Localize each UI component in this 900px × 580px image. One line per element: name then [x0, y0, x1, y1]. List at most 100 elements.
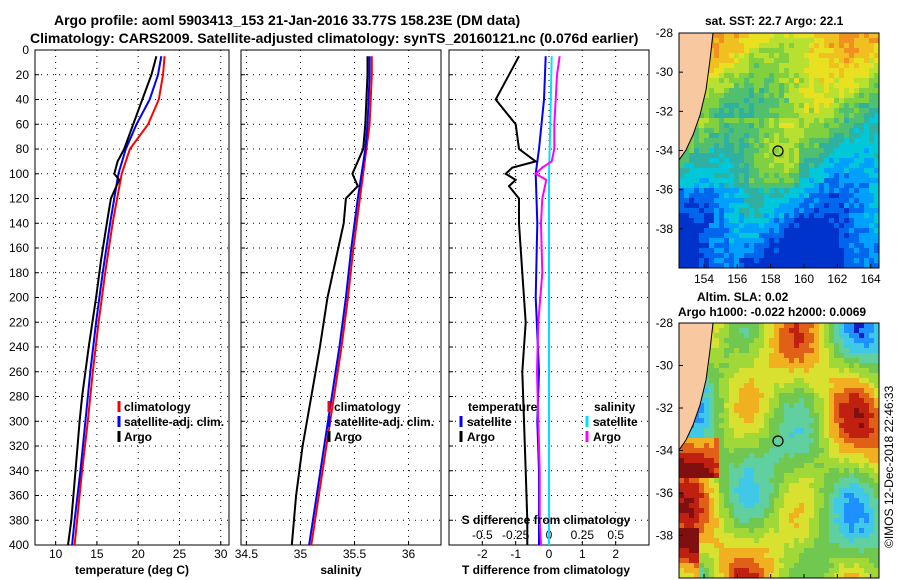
s-difference-tick-label: -0.25 — [502, 528, 530, 542]
legend-argo-label: Argo — [334, 430, 362, 444]
series-line-satellite-adj-clim- — [308, 56, 371, 545]
series-line-climatology — [73, 56, 166, 545]
sla-map-title: Altim. SLA: 0.02 — [697, 290, 789, 304]
depth-tick-label: 300 — [9, 414, 29, 428]
series-line-argo — [67, 55, 158, 545]
title-line-2: Climatology: CARS2009. Satellite-adjuste… — [30, 30, 638, 46]
depth-tick-label: 120 — [9, 192, 29, 206]
legend-argo-label: Argo — [124, 430, 152, 444]
x-tick-label: -2 — [477, 547, 488, 561]
depth-tick-label: 320 — [9, 439, 29, 453]
difference-xlabel: T difference from climatology — [462, 563, 630, 577]
x-tick-label: 30 — [214, 547, 228, 561]
legend-t-argo-label: Argo — [467, 430, 495, 444]
depth-tick-label: 140 — [9, 216, 29, 230]
sst-map-title: sat. SST: 22.7 Argo: 22.1 — [705, 14, 844, 28]
depth-axis-ticks: 0 20 40 60 80 100 120 140 160 180 200 220 240 260 280 3… — [9, 43, 29, 552]
salinity-xlabel: salinity — [320, 563, 362, 577]
grid-layer — [35, 49, 649, 546]
temperature-xlabel: temperature (deg C) — [75, 563, 189, 577]
x-tick-label: 1 — [579, 547, 586, 561]
lat-tick-label: -28 — [656, 26, 674, 40]
lat-tick-label: -30 — [656, 359, 674, 373]
difference-legend: temperature salinity satellite Argo sate… — [459, 400, 638, 444]
depth-tick-label: 100 — [9, 167, 29, 181]
sst-map — [679, 33, 879, 268]
depth-tick-label: 240 — [9, 340, 29, 354]
lon-tick-label: 154 — [694, 272, 714, 286]
x-tick-label: 35.5 — [343, 547, 367, 561]
x-tick-label: 35 — [294, 547, 308, 561]
difference-top-label: S difference from climatology — [462, 513, 631, 527]
depth-tick-label: 40 — [16, 93, 30, 107]
depth-tick-label: 0 — [22, 43, 29, 57]
series-line-s-argo — [534, 56, 561, 545]
australia-coastline — [679, 323, 714, 451]
depth-tick-label: 400 — [9, 538, 29, 552]
legend-t-satellite-label: satellite — [467, 415, 512, 429]
sla-argo-location-marker — [772, 435, 784, 447]
lat-tick-label: -38 — [656, 222, 674, 236]
australia-coastline — [679, 33, 714, 161]
temperature-legend: climatology satellite-adj. clim. Argo — [117, 400, 224, 444]
depth-tick-label: 200 — [9, 291, 29, 305]
lat-tick-label: -38 — [656, 529, 674, 543]
sla-map — [679, 323, 879, 578]
map-axes: 154156158160162164-28-30-32-34-36-381541… — [656, 26, 881, 578]
lat-tick-label: -28 — [656, 316, 674, 330]
profile-curves — [67, 55, 561, 545]
legend-satellite-label: satellite-adj. clim. — [124, 415, 224, 429]
lat-tick-label: -36 — [656, 183, 674, 197]
series-line-s-satellite — [548, 56, 553, 545]
x-axis-ticks: 10 15 20 25 30 34.5 35 35.5 36 -2 -1 0 1 2-0.5 -0.25 0 0… — [49, 528, 624, 561]
lat-tick-label: -34 — [656, 144, 674, 158]
s-difference-tick-label: -0.5 — [472, 528, 493, 542]
x-tick-label: 0 — [546, 547, 553, 561]
sst-argo-location-marker — [772, 145, 784, 157]
depth-tick-label: 380 — [9, 513, 29, 527]
x-tick-label: 36 — [402, 547, 416, 561]
s-difference-tick-label: 0.25 — [571, 528, 595, 542]
depth-tick-label: 60 — [16, 117, 30, 131]
sla-map-subtitle: Argo h1000: -0.022 h2000: 0.0069 — [678, 305, 866, 319]
x-tick-label: 10 — [49, 547, 63, 561]
salinity-legend: climatology satellite-adj. clim. Argo — [327, 400, 434, 444]
x-tick-label: 2 — [612, 547, 619, 561]
depth-tick-label: 220 — [9, 315, 29, 329]
lon-tick-label: 160 — [794, 272, 814, 286]
depth-tick-label: 280 — [9, 390, 29, 404]
lat-tick-label: -32 — [656, 104, 674, 118]
depth-tick-label: 360 — [9, 489, 29, 503]
x-tick-label: 34.5 — [235, 547, 259, 561]
x-tick-label: 20 — [132, 547, 146, 561]
x-tick-label: -1 — [510, 547, 521, 561]
imos-watermark: ©IMOS 12-Dec-2018 22:46:33 — [882, 385, 896, 548]
depth-tick-label: 80 — [16, 142, 30, 156]
x-tick-label: 25 — [173, 547, 187, 561]
legend-s-argo-label: Argo — [593, 430, 621, 444]
legend-climatology-label: climatology — [124, 400, 191, 414]
legend-salinity-title: salinity — [594, 400, 636, 414]
lat-tick-label: -36 — [656, 486, 674, 500]
legend-temperature-title: temperature — [468, 400, 538, 414]
legend-satellite-label: satellite-adj. clim. — [334, 415, 434, 429]
depth-tick-label: 340 — [9, 464, 29, 478]
s-difference-tick-label: 0.5 — [607, 528, 624, 542]
depth-tick-label: 20 — [16, 68, 30, 82]
legend-s-satellite-label: satellite — [593, 415, 638, 429]
lon-tick-label: 164 — [861, 272, 881, 286]
depth-tick-label: 260 — [9, 365, 29, 379]
lat-tick-label: -30 — [656, 65, 674, 79]
x-tick-label: 15 — [90, 547, 104, 561]
depth-tick-label: 160 — [9, 241, 29, 255]
title-line-1: Argo profile: aoml 5903413_153 21-Jan-20… — [54, 12, 520, 28]
lat-tick-label: -34 — [656, 444, 674, 458]
lon-tick-label: 156 — [727, 272, 747, 286]
lon-tick-label: 162 — [827, 272, 847, 286]
series-line-satellite-adj-clim- — [71, 56, 163, 545]
series-line-argo — [290, 56, 369, 545]
legend-climatology-label: climatology — [334, 400, 401, 414]
series-line-climatology — [310, 56, 373, 545]
lon-tick-label: 158 — [761, 272, 781, 286]
